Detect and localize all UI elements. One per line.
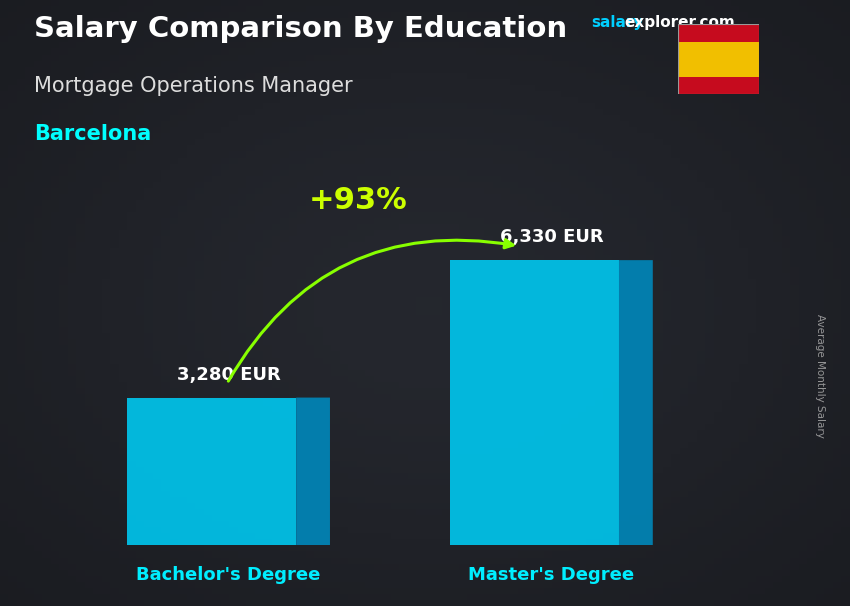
Text: Barcelona: Barcelona bbox=[34, 124, 151, 144]
Bar bbox=[678, 42, 759, 76]
Text: 6,330 EUR: 6,330 EUR bbox=[500, 228, 604, 246]
Text: Salary Comparison By Education: Salary Comparison By Education bbox=[34, 15, 567, 43]
Polygon shape bbox=[450, 260, 619, 545]
Text: explorer.com: explorer.com bbox=[624, 15, 734, 30]
Polygon shape bbox=[127, 398, 296, 545]
Text: +93%: +93% bbox=[309, 186, 407, 215]
Polygon shape bbox=[296, 398, 330, 545]
Text: Mortgage Operations Manager: Mortgage Operations Manager bbox=[34, 76, 353, 96]
Text: Average Monthly Salary: Average Monthly Salary bbox=[815, 314, 825, 438]
Text: 3,280 EUR: 3,280 EUR bbox=[177, 365, 280, 384]
Text: Bachelor's Degree: Bachelor's Degree bbox=[136, 567, 320, 585]
Text: salary: salary bbox=[591, 15, 643, 30]
Polygon shape bbox=[619, 260, 653, 545]
Bar bbox=[678, 76, 759, 94]
Bar bbox=[678, 24, 759, 42]
Text: Master's Degree: Master's Degree bbox=[468, 567, 634, 585]
